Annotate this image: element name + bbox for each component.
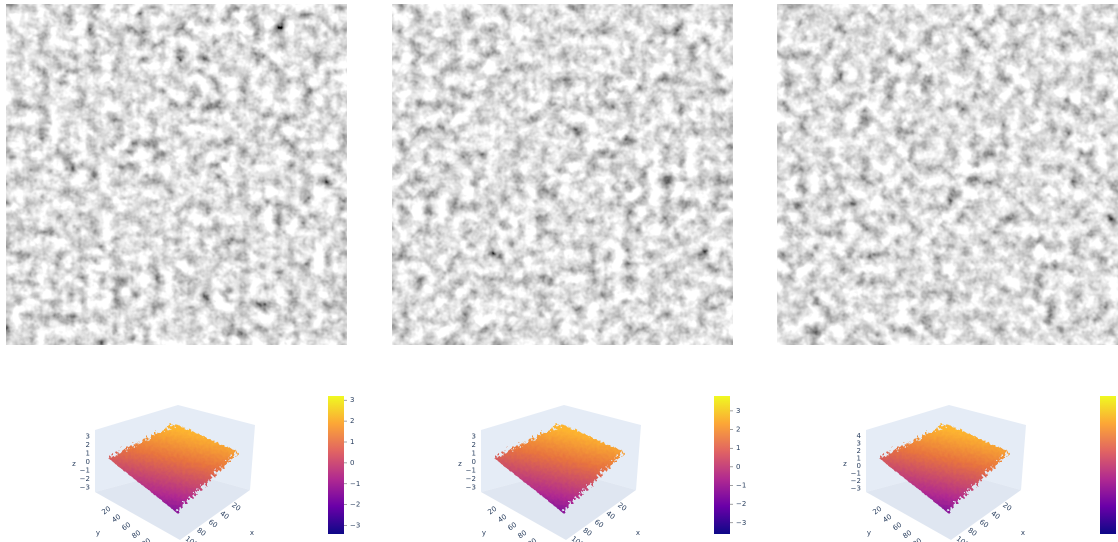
x-axis-label: x bbox=[1021, 529, 1025, 537]
z-tick-label: 0 bbox=[86, 458, 90, 466]
colorbar-tick-label: 2 bbox=[350, 417, 354, 425]
colorbar-tick-label: 3 bbox=[736, 407, 740, 415]
x-tick-label: 100 bbox=[570, 535, 586, 542]
x-axis-label: x bbox=[636, 529, 640, 537]
y-tick-label: 80 bbox=[130, 529, 142, 541]
z-tick-label: −3 bbox=[466, 484, 476, 492]
y-tick-label: 60 bbox=[120, 521, 132, 533]
colorbar bbox=[1100, 396, 1116, 534]
x-tick-label: 80 bbox=[581, 526, 593, 538]
noise-image bbox=[777, 4, 1118, 345]
colorbar-tick-label: 1 bbox=[350, 438, 354, 446]
x-tick-label: 60 bbox=[593, 518, 605, 530]
y-axis-label: y bbox=[96, 529, 100, 537]
noise-image bbox=[392, 4, 733, 345]
z-tick-label: 1 bbox=[86, 449, 90, 457]
noise-image bbox=[6, 4, 347, 345]
x-tick-label: 80 bbox=[195, 526, 207, 538]
colorbar-tick-label: −1 bbox=[736, 482, 746, 490]
z-tick-label: 1 bbox=[472, 449, 476, 457]
x-tick-label: 40 bbox=[605, 510, 617, 522]
colorbar-tick-label: 3 bbox=[350, 396, 354, 404]
x-tick-label: 40 bbox=[219, 510, 231, 522]
z-tick-label: −3 bbox=[851, 484, 861, 492]
z-axis-label: z bbox=[72, 460, 76, 468]
y-tick-label: 60 bbox=[891, 521, 903, 533]
y-tick-label: 80 bbox=[901, 529, 913, 541]
z-tick-label: 3 bbox=[86, 432, 90, 440]
z-tick-label: −3 bbox=[80, 484, 90, 492]
colorbar-tick-label: −3 bbox=[736, 519, 746, 527]
z-tick-label: 0 bbox=[472, 458, 476, 466]
colorbar bbox=[328, 396, 344, 534]
z-axis-label: z bbox=[458, 460, 462, 468]
colorbar-tick-label: −3 bbox=[350, 522, 360, 530]
x-tick-label: 100 bbox=[955, 535, 971, 542]
z-tick-label: −1 bbox=[80, 467, 90, 475]
z-tick-label: −2 bbox=[80, 475, 90, 483]
y-tick-label: 20 bbox=[871, 505, 883, 517]
page: 3210−1−2−3z20406080100y20406080100x3210−… bbox=[0, 0, 1118, 542]
x-tick-label: 60 bbox=[207, 518, 219, 530]
x-tick-label: 40 bbox=[990, 510, 1002, 522]
x-axis-label: x bbox=[250, 529, 254, 537]
colorbar-tick-label: 2 bbox=[736, 426, 740, 434]
y-axis-label: y bbox=[867, 529, 871, 537]
colorbar-tick-label: 1 bbox=[736, 444, 740, 452]
z-tick-label: −2 bbox=[466, 475, 476, 483]
y-tick-label: 40 bbox=[110, 513, 122, 525]
x-tick-label: 60 bbox=[978, 518, 990, 530]
colorbar bbox=[714, 396, 730, 534]
x-tick-label: 100 bbox=[184, 535, 200, 542]
colorbar-tick-label: −2 bbox=[350, 501, 360, 509]
y-tick-label: 40 bbox=[881, 513, 893, 525]
z-tick-label: 2 bbox=[472, 441, 476, 449]
y-tick-label: 60 bbox=[506, 521, 518, 533]
z-axis-label: z bbox=[843, 460, 847, 468]
colorbar-tick-label: 0 bbox=[350, 459, 354, 467]
z-tick-label: −1 bbox=[466, 467, 476, 475]
colorbar-tick-label: 0 bbox=[736, 463, 740, 471]
y-tick-label: 80 bbox=[516, 529, 528, 541]
y-tick-label: 40 bbox=[496, 513, 508, 525]
colorbar-tick-label: −2 bbox=[736, 500, 746, 508]
y-tick-label: 20 bbox=[100, 505, 112, 517]
x-tick-label: 80 bbox=[966, 526, 978, 538]
z-tick-label: 3 bbox=[472, 432, 476, 440]
z-tick-label: 2 bbox=[86, 441, 90, 449]
colorbar-tick-label: −1 bbox=[350, 480, 360, 488]
panel: 3210−1−2−3z20406080100y20406080100x3210−… bbox=[392, 4, 746, 542]
y-axis-label: y bbox=[482, 529, 486, 537]
panel: 3210−1−2−3z20406080100y20406080100x3210−… bbox=[6, 4, 360, 542]
y-tick-label: 20 bbox=[486, 505, 498, 517]
